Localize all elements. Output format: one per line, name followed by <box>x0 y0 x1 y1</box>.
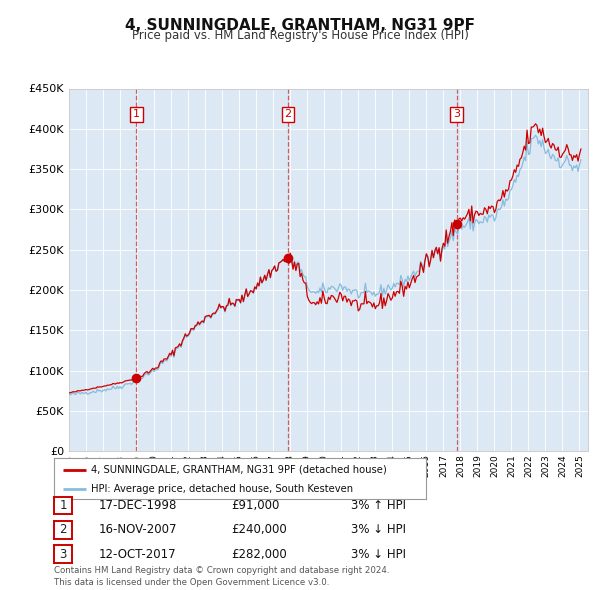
Text: 4, SUNNINGDALE, GRANTHAM, NG31 9PF: 4, SUNNINGDALE, GRANTHAM, NG31 9PF <box>125 18 475 32</box>
Text: 17-DEC-1998: 17-DEC-1998 <box>99 499 178 512</box>
Text: 3% ↑ HPI: 3% ↑ HPI <box>351 499 406 512</box>
Text: £91,000: £91,000 <box>231 499 280 512</box>
Text: HPI: Average price, detached house, South Kesteven: HPI: Average price, detached house, Sout… <box>91 484 353 493</box>
Text: 3: 3 <box>453 109 460 119</box>
Text: 1: 1 <box>133 109 140 119</box>
Text: Price paid vs. HM Land Registry's House Price Index (HPI): Price paid vs. HM Land Registry's House … <box>131 30 469 42</box>
Text: 12-OCT-2017: 12-OCT-2017 <box>99 548 176 560</box>
Text: £282,000: £282,000 <box>231 548 287 560</box>
Text: 4, SUNNINGDALE, GRANTHAM, NG31 9PF (detached house): 4, SUNNINGDALE, GRANTHAM, NG31 9PF (deta… <box>91 465 387 475</box>
Text: 2: 2 <box>59 523 67 536</box>
Text: 3: 3 <box>59 548 67 560</box>
Text: 1: 1 <box>59 499 67 512</box>
Text: 2: 2 <box>284 109 292 119</box>
Text: 3% ↓ HPI: 3% ↓ HPI <box>351 548 406 560</box>
Text: 16-NOV-2007: 16-NOV-2007 <box>99 523 178 536</box>
Text: 3% ↓ HPI: 3% ↓ HPI <box>351 523 406 536</box>
Text: Contains HM Land Registry data © Crown copyright and database right 2024.
This d: Contains HM Land Registry data © Crown c… <box>54 566 389 587</box>
Text: £240,000: £240,000 <box>231 523 287 536</box>
